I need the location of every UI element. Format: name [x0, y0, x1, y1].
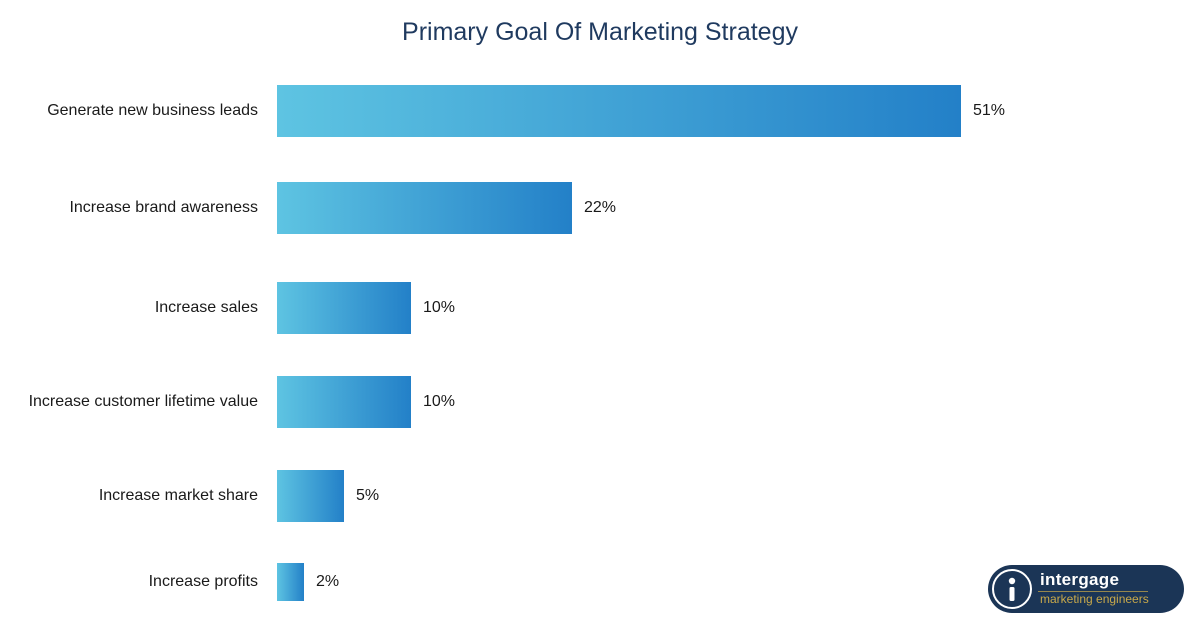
- data-label: 51%: [973, 102, 1006, 119]
- data-label: 10%: [423, 393, 456, 410]
- category-label: Increase sales: [154, 299, 258, 316]
- bar: [277, 85, 961, 137]
- category-label: Generate new business leads: [47, 102, 258, 119]
- logo-name: intergage: [1040, 570, 1120, 589]
- bar: [277, 563, 304, 601]
- data-label: 2%: [316, 573, 340, 590]
- bar: [277, 182, 572, 234]
- chart-title: Primary Goal Of Marketing Strategy: [402, 18, 798, 46]
- bar: [277, 470, 344, 522]
- logo-tagline: marketing engineers: [1040, 592, 1149, 606]
- data-label: 5%: [356, 487, 380, 504]
- bar: [277, 282, 411, 334]
- info-i-icon: [992, 569, 1032, 609]
- category-label: Increase customer lifetime value: [28, 393, 258, 410]
- logo-divider: [1038, 591, 1148, 592]
- data-label: 10%: [423, 299, 456, 316]
- category-label: Increase market share: [98, 487, 258, 504]
- category-label: Increase brand awareness: [69, 199, 258, 216]
- intergage-logo: intergage marketing engineers: [988, 565, 1184, 613]
- bar: [277, 376, 411, 428]
- category-label: Increase profits: [148, 573, 258, 590]
- data-label: 22%: [584, 199, 617, 216]
